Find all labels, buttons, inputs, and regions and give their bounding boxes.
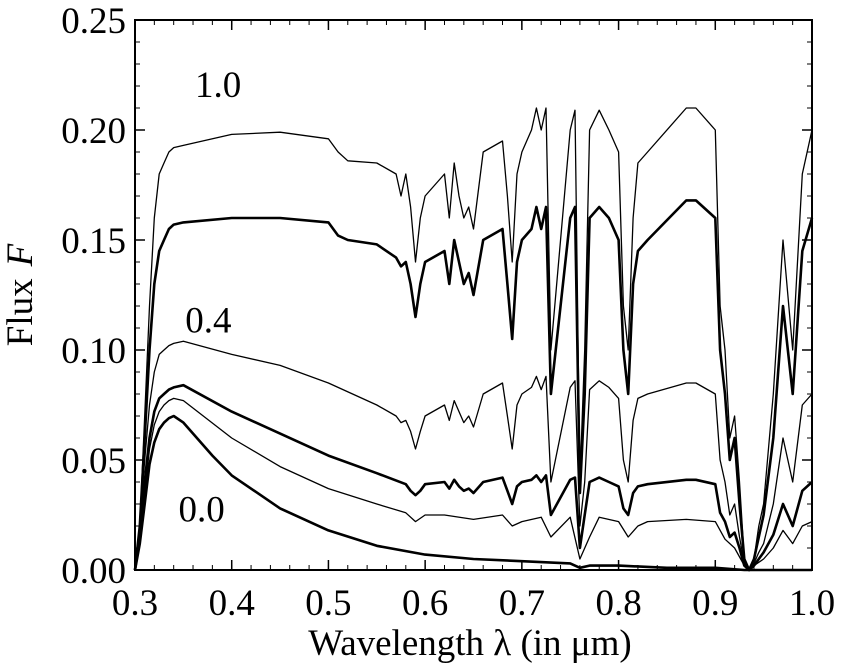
x-tick-label: 1.0 (789, 583, 835, 624)
x-tick-label: 0.4 (209, 583, 255, 624)
y-tick-label: 0.25 (61, 1, 126, 42)
curve-annotations: 1.0 0.4 0.0 (179, 65, 242, 531)
y-tick-label: 0.10 (61, 331, 126, 372)
series-line-4 (133, 383, 813, 572)
curve-label: 0.4 (185, 300, 231, 341)
series-line-2 (133, 199, 814, 572)
y-tick-label: 0.00 (61, 551, 126, 592)
plot-frame (134, 19, 813, 571)
y-axis-label-text: Flux (0, 278, 41, 346)
x-axis-label: Wavelength λ (in μm) (308, 623, 632, 664)
y-axis-label: Flux F (0, 243, 41, 346)
x-axis-ticks: 0.3 0.4 0.5 0.6 0.7 0.8 0.9 1.0 (112, 20, 835, 624)
series-line-6 (133, 414, 812, 572)
curve-label: 0.0 (179, 490, 225, 531)
x-tick-label: 0.8 (595, 583, 641, 624)
series-line-1 (134, 107, 813, 571)
x-tick-label: 0.7 (499, 583, 545, 624)
x-tick-label: 0.9 (692, 583, 738, 624)
series-line-5 (134, 397, 813, 571)
y-axis-ticks: 0.00 0.05 0.10 0.15 0.20 0.25 (61, 1, 812, 592)
series-layer (133, 107, 814, 572)
y-tick-label: 0.05 (61, 441, 126, 482)
curve-label: 1.0 (195, 65, 241, 106)
y-axis-label-symbol: F (0, 243, 41, 267)
x-tick-label: 0.6 (402, 583, 448, 624)
x-tick-label: 0.3 (112, 583, 158, 624)
y-tick-label: 0.20 (61, 111, 126, 152)
series-line-3 (134, 340, 813, 571)
x-tick-label: 0.5 (305, 583, 351, 624)
y-tick-label: 0.15 (61, 221, 126, 262)
